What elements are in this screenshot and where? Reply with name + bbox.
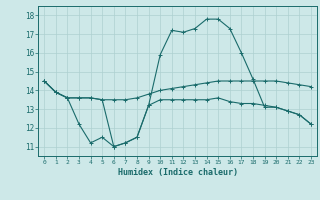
X-axis label: Humidex (Indice chaleur): Humidex (Indice chaleur) (118, 168, 238, 177)
